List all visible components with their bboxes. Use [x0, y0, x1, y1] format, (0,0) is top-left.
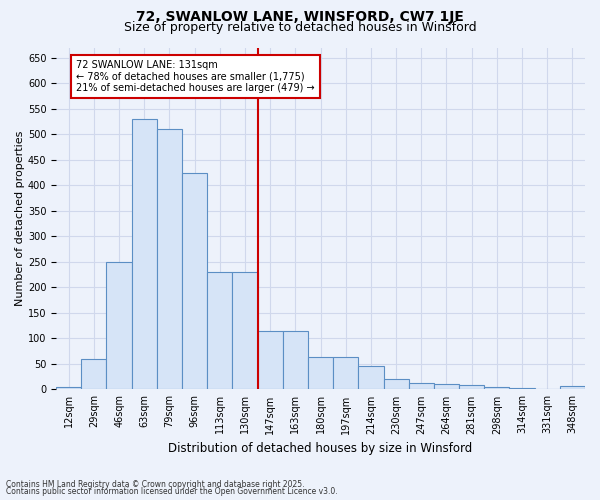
Bar: [257, 330, 283, 390]
Text: 72, SWANLOW LANE, WINSFORD, CW7 1JE: 72, SWANLOW LANE, WINSFORD, CW7 1JE: [136, 10, 464, 24]
Bar: [333, 358, 358, 390]
Bar: [232, 272, 257, 390]
Y-axis label: Number of detached properties: Number of detached properties: [15, 131, 25, 306]
Text: Contains HM Land Registry data © Crown copyright and database right 2025.: Contains HM Land Registry data © Crown c…: [6, 480, 305, 489]
Text: 72 SWANLOW LANE: 131sqm
← 78% of detached houses are smaller (1,775)
21% of semi: 72 SWANLOW LANE: 131sqm ← 78% of detache…: [76, 60, 315, 94]
Text: Contains public sector information licensed under the Open Government Licence v3: Contains public sector information licen…: [6, 487, 338, 496]
Bar: [484, 387, 509, 390]
Bar: [157, 129, 182, 390]
Bar: [434, 384, 459, 390]
Bar: [308, 358, 333, 390]
Bar: [182, 172, 207, 390]
Bar: [56, 387, 82, 390]
Bar: [207, 272, 232, 390]
Bar: [383, 379, 409, 390]
Bar: [409, 384, 434, 390]
Bar: [509, 388, 535, 390]
Bar: [131, 119, 157, 390]
X-axis label: Distribution of detached houses by size in Winsford: Distribution of detached houses by size …: [169, 442, 473, 455]
Bar: [560, 386, 585, 390]
Text: Size of property relative to detached houses in Winsford: Size of property relative to detached ho…: [124, 22, 476, 35]
Bar: [283, 330, 308, 390]
Bar: [358, 366, 383, 390]
Bar: [459, 386, 484, 390]
Bar: [82, 359, 106, 390]
Bar: [106, 262, 131, 390]
